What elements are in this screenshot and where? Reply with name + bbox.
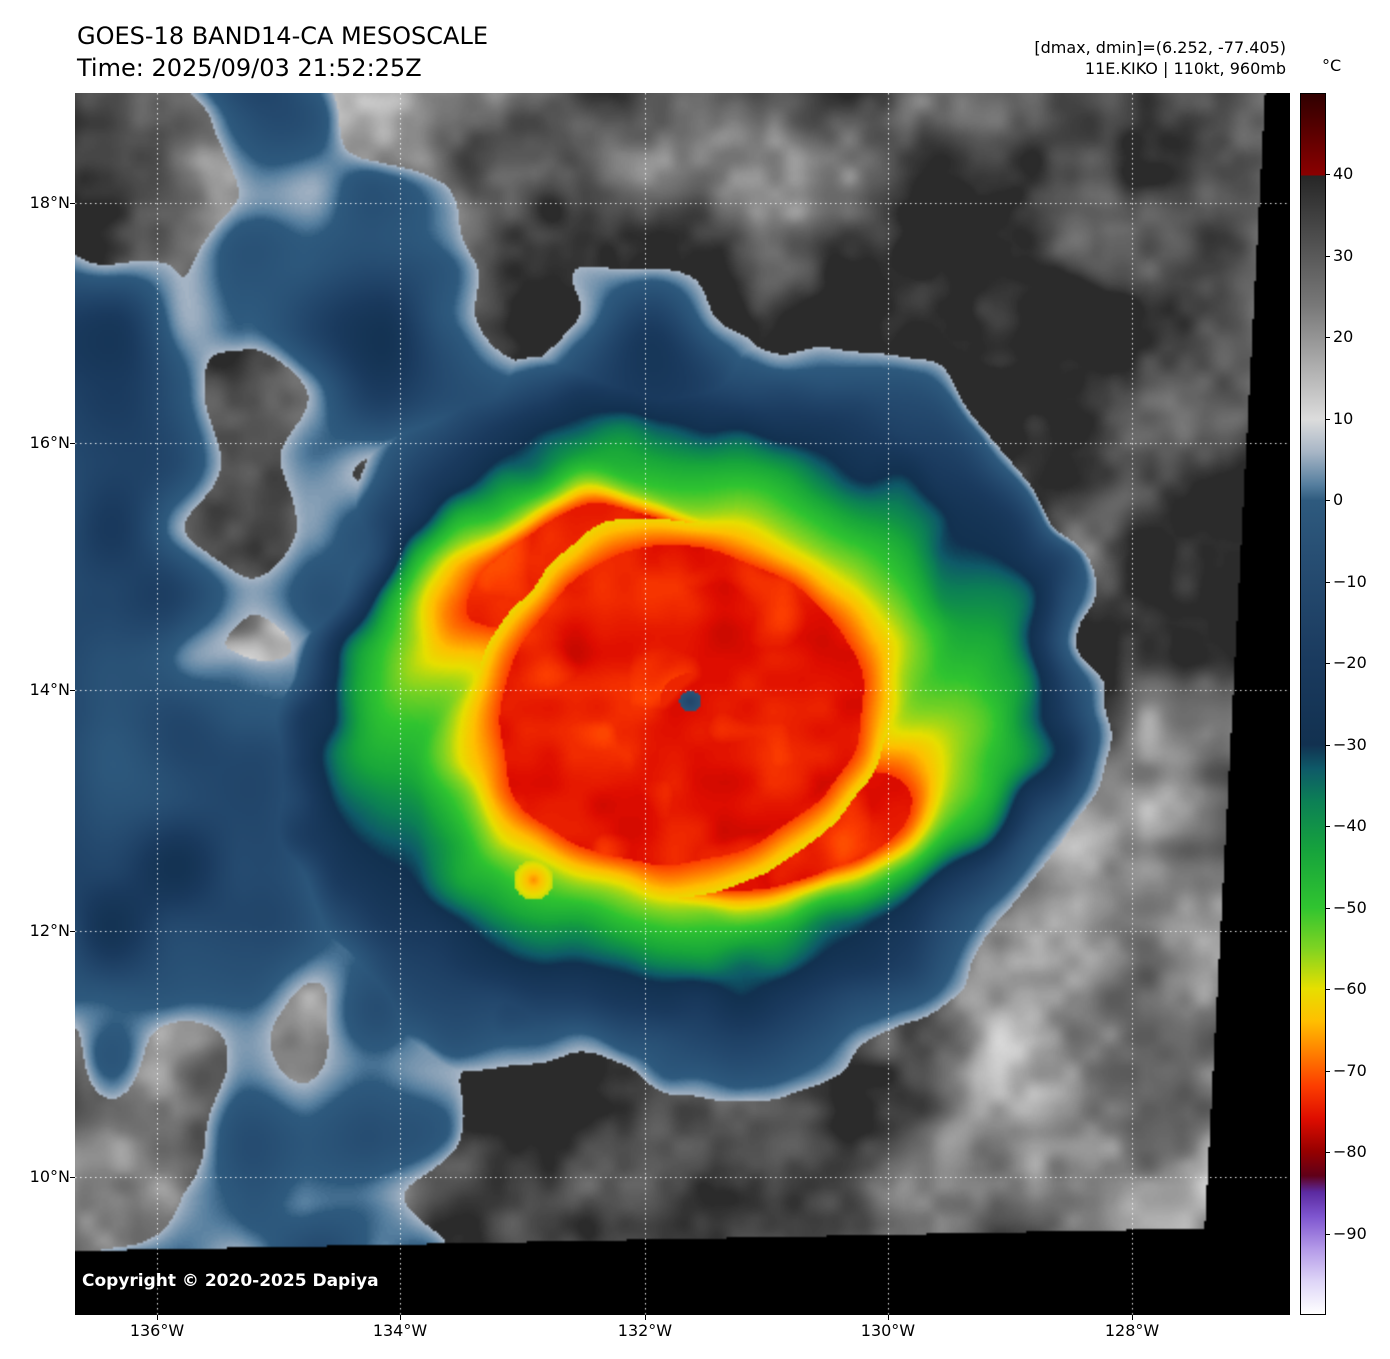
colorbar-tick-label: −90 (1333, 1223, 1367, 1243)
colorbar-tick-label: −20 (1333, 653, 1367, 673)
colorbar-tick-label: −60 (1333, 979, 1367, 999)
colorbar-tick-mark (1326, 989, 1330, 990)
lon-label: 130°W (860, 1321, 916, 1340)
lat-axis-tick (70, 690, 75, 691)
lat-label: 14°N (29, 679, 70, 699)
lat-axis-tick (70, 203, 75, 204)
lat-label: 12°N (29, 920, 70, 940)
lon-label: 134°W (372, 1321, 428, 1340)
header-right: [dmax, dmin]=(6.252, -77.405) 11E.KIKO |… (1034, 37, 1286, 79)
lat-label: 16°N (29, 432, 70, 452)
colorbar-tick-label: −10 (1333, 571, 1367, 591)
colorbar-tick-mark (1326, 663, 1330, 664)
lat-axis-tick (70, 443, 75, 444)
lat-axis-tick (70, 1177, 75, 1178)
lat-label: 18°N (29, 192, 70, 212)
colorbar-tick-mark (1326, 337, 1330, 338)
colorbar-tick-label: −30 (1333, 734, 1367, 754)
colorbar-tick-mark (1326, 745, 1330, 746)
colorbar-unit-label: °C (1322, 56, 1342, 75)
map-area: Copyright © 2020-2025 Dapiya (75, 93, 1290, 1315)
colorbar-tick-mark (1326, 1152, 1330, 1153)
colorbar-tick-mark (1326, 582, 1330, 583)
colorbar-tick-mark (1326, 174, 1330, 175)
colorbar-tick-mark (1326, 1234, 1330, 1235)
colorbar-tick-mark (1326, 500, 1330, 501)
lon-axis-tick (888, 1315, 889, 1320)
colorbar-tick-label: 30 (1333, 245, 1354, 265)
lon-axis-tick (400, 1315, 401, 1320)
colorbar-tick-label: 40 (1333, 164, 1354, 184)
colorbar-tick-mark (1326, 826, 1330, 827)
colorbar-tick-mark (1326, 256, 1330, 257)
dmax-dmin-stats: [dmax, dmin]=(6.252, -77.405) (1034, 38, 1286, 57)
lon-label: 132°W (617, 1321, 673, 1340)
header-left: GOES-18 BAND14-CA MESOSCALE Time: 2025/0… (77, 20, 488, 84)
colorbar (1300, 93, 1326, 1315)
colorbar-tick-label: −40 (1333, 816, 1367, 836)
lon-label: 128°W (1104, 1321, 1160, 1340)
colorbar-tick-mark (1326, 908, 1330, 909)
lat-axis-tick (70, 931, 75, 932)
colorbar-tick-label: 20 (1333, 327, 1354, 347)
timestamp: Time: 2025/09/03 21:52:25Z (77, 54, 422, 82)
colorbar-tick-label: −50 (1333, 897, 1367, 917)
lon-label: 136°W (129, 1321, 185, 1340)
colorbar-tick-label: −70 (1333, 1060, 1367, 1080)
colorbar-tick-label: −80 (1333, 1142, 1367, 1162)
lon-axis-tick (157, 1315, 158, 1320)
storm-info: 11E.KIKO | 110kt, 960mb (1084, 59, 1286, 78)
colorbar-tick-mark (1326, 1071, 1330, 1072)
colorbar-tick-label: 10 (1333, 408, 1354, 428)
grid-canvas (75, 93, 1290, 1315)
product-title: GOES-18 BAND14-CA MESOSCALE (77, 22, 488, 50)
copyright-text: Copyright © 2020-2025 Dapiya (82, 1271, 379, 1291)
colorbar-tick-label: 0 (1333, 490, 1344, 510)
lon-axis-tick (1132, 1315, 1133, 1320)
lon-axis-tick (645, 1315, 646, 1320)
lat-label: 10°N (29, 1167, 70, 1187)
colorbar-tick-mark (1326, 419, 1330, 420)
